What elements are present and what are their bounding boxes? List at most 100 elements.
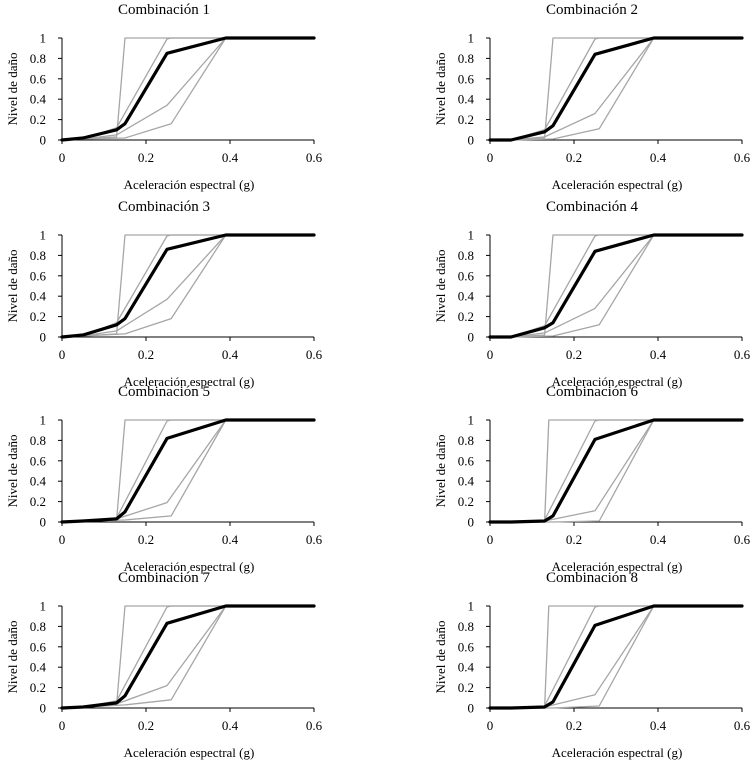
chart-8-title: Combinación 8 bbox=[546, 570, 638, 586]
chart-7-ytick-label: 0.6 bbox=[30, 639, 47, 654]
chart-6-series-1 bbox=[489, 419, 743, 523]
chart-3-series-3 bbox=[61, 234, 315, 338]
chart-1-series-promedio bbox=[60, 36, 316, 142]
chart-5-title: Combinación 5 bbox=[118, 384, 210, 400]
chart-4-y-axis-label: Nivel de daño bbox=[433, 250, 448, 323]
chart-2-series-4 bbox=[489, 37, 743, 141]
chart-3-series-1 bbox=[61, 234, 315, 338]
chart-7-ytick-label: 0 bbox=[40, 701, 47, 716]
chart-6-ytick-label: 0.4 bbox=[458, 474, 475, 489]
chart-6: Combinación 6 0 0.2 0.4 0.6 0.8 1 0 0.2 0.4 0.6 Ace… bbox=[433, 384, 751, 574]
chart-2-ytick-label: 1 bbox=[468, 31, 475, 46]
chart-7-series-3 bbox=[61, 605, 315, 709]
chart-6-y-axis-label: Nivel de daño bbox=[433, 435, 448, 508]
chart-3-ytick-label: 0.4 bbox=[30, 289, 47, 304]
chart-5: Combinación 5 0 0.2 0.4 0.6 0.8 1 0 0.2 0.4 0.6 Ace… bbox=[5, 384, 323, 574]
chart-6-ytick-label: 0.8 bbox=[458, 433, 474, 448]
chart-2-series-1 bbox=[489, 37, 743, 141]
chart-8-ytick-label: 1 bbox=[468, 599, 475, 614]
chart-5-ytick-label: 0.4 bbox=[30, 474, 47, 489]
chart-2-ytick-label: 0.2 bbox=[458, 112, 474, 127]
chart-6-title: Combinación 6 bbox=[546, 384, 639, 400]
chart-3-series-4 bbox=[61, 234, 315, 338]
chart-7-xtick-label: 0.6 bbox=[306, 718, 323, 733]
chart-6-x-axis-label: Aceleración espectral (g) bbox=[552, 559, 683, 574]
chart-5-ytick-label: 0 bbox=[40, 515, 47, 530]
chart-1-xtick-label: 0.4 bbox=[222, 150, 239, 165]
chart-2: Combinación 2 0 0.2 0.4 0.6 0.8 1 0 0.2 0.4 0.6 Ace… bbox=[433, 2, 751, 192]
chart-1-y-axis-label: Nivel de daño bbox=[5, 53, 20, 126]
chart-2-y-axis-label: Nivel de daño bbox=[433, 53, 448, 126]
chart-1-series-4 bbox=[61, 37, 315, 141]
chart-1-series-2 bbox=[61, 37, 315, 141]
chart-5-xtick-label: 0.6 bbox=[306, 532, 323, 547]
chart-8-series-1 bbox=[489, 605, 743, 709]
chart-1-ytick-label: 0.6 bbox=[30, 71, 47, 86]
chart-5-xtick-label: 0.4 bbox=[222, 532, 239, 547]
chart-6-ytick-label: 0.2 bbox=[458, 494, 474, 509]
chart-8-ytick-label: 0.6 bbox=[458, 639, 475, 654]
chart-5-ytick-label: 0.6 bbox=[30, 453, 47, 468]
chart-7-y-axis-label: Nivel de daño bbox=[5, 621, 20, 694]
chart-5-xtick-label: 0.2 bbox=[138, 532, 154, 547]
chart-4-xtick-label: 0.6 bbox=[734, 347, 751, 362]
chart-8-xtick-label: 0 bbox=[487, 718, 494, 733]
chart-4-title: Combinación 4 bbox=[546, 199, 639, 215]
chart-4-series-1 bbox=[489, 234, 743, 338]
chart-7-xtick-label: 0 bbox=[59, 718, 66, 733]
chart-3-series-promedio bbox=[60, 233, 316, 339]
chart-8-xtick-label: 0.4 bbox=[650, 718, 667, 733]
chart-1-x-axis-label: Aceleración espectral (g) bbox=[124, 177, 255, 192]
chart-7-title: Combinación 7 bbox=[118, 570, 211, 586]
chart-7-xtick-label: 0.4 bbox=[222, 718, 239, 733]
chart-2-series-promedio bbox=[488, 36, 744, 142]
chart-5-x-axis-label: Aceleración espectral (g) bbox=[124, 559, 255, 574]
chart-8-series-2 bbox=[489, 605, 743, 709]
chart-2-x-axis-label: Aceleración espectral (g) bbox=[552, 177, 683, 192]
chart-8-series-3 bbox=[489, 605, 743, 709]
chart-7-series-promedio bbox=[60, 604, 316, 710]
chart-4-ytick-label: 0.4 bbox=[458, 289, 475, 304]
chart-4-ytick-label: 0.8 bbox=[458, 248, 474, 263]
chart-7-ytick-label: 1 bbox=[40, 599, 47, 614]
chart-3-ytick-label: 0.2 bbox=[30, 309, 46, 324]
chart-1-ytick-label: 0 bbox=[40, 133, 47, 148]
chart-8-ytick-label: 0.8 bbox=[458, 619, 474, 634]
chart-3-ytick-label: 0.6 bbox=[30, 268, 47, 283]
chart-5-series-3 bbox=[61, 419, 315, 523]
chart-4: Combinación 4 0 0.2 0.4 0.6 0.8 1 0 0.2 0.4 0.6 Ace… bbox=[433, 199, 751, 389]
chart-4-xtick-label: 0.4 bbox=[650, 347, 667, 362]
chart-8-ytick-label: 0 bbox=[468, 701, 475, 716]
chart-1-title: Combinación 1 bbox=[118, 2, 210, 18]
chart-5-y-axis-label: Nivel de daño bbox=[5, 435, 20, 508]
chart-1-xtick-label: 0.6 bbox=[306, 150, 323, 165]
chart-6-series-2 bbox=[489, 419, 743, 523]
chart-6-xtick-label: 0.2 bbox=[566, 532, 582, 547]
chart-6-series-4 bbox=[489, 419, 743, 523]
chart-5-ytick-label: 1 bbox=[40, 413, 47, 428]
chart-3-y-axis-label: Nivel de daño bbox=[5, 250, 20, 323]
chart-6-xtick-label: 0 bbox=[487, 532, 494, 547]
chart-4-ytick-label: 0.2 bbox=[458, 309, 474, 324]
chart-4-series-3 bbox=[489, 234, 743, 338]
chart-6-ytick-label: 1 bbox=[468, 413, 475, 428]
chart-1-series-1 bbox=[61, 37, 315, 141]
chart-5-xtick-label: 0 bbox=[59, 532, 66, 547]
chart-8-xtick-label: 0.2 bbox=[566, 718, 582, 733]
chart-2-xtick-label: 0 bbox=[487, 150, 494, 165]
chart-3-title: Combinación 3 bbox=[118, 199, 210, 215]
chart-3-ytick-label: 0 bbox=[40, 330, 47, 345]
chart-4-ytick-label: 0 bbox=[468, 330, 475, 345]
chart-4-xtick-label: 0 bbox=[487, 347, 494, 362]
chart-4-series-4 bbox=[489, 234, 743, 338]
chart-3-xtick-label: 0.6 bbox=[306, 347, 323, 362]
chart-3: Combinación 3 0 0.2 0.4 0.6 0.8 1 0 0.2 0.4 0.6 Ace… bbox=[5, 199, 323, 389]
chart-2-xtick-label: 0.6 bbox=[734, 150, 751, 165]
chart-3-x-axis-label: Aceleración espectral (g) bbox=[124, 374, 255, 389]
chart-8-series-4 bbox=[489, 605, 743, 709]
chart-1-ytick-label: 0.8 bbox=[30, 51, 46, 66]
chart-4-ytick-label: 1 bbox=[468, 228, 475, 243]
chart-5-series-1 bbox=[61, 419, 315, 523]
chart-1-series-3 bbox=[61, 37, 315, 141]
chart-1: Combinación 1 0 0.2 0.4 0.6 0.8 1 0 0.2 0.4 0.6 Ace… bbox=[5, 2, 323, 192]
